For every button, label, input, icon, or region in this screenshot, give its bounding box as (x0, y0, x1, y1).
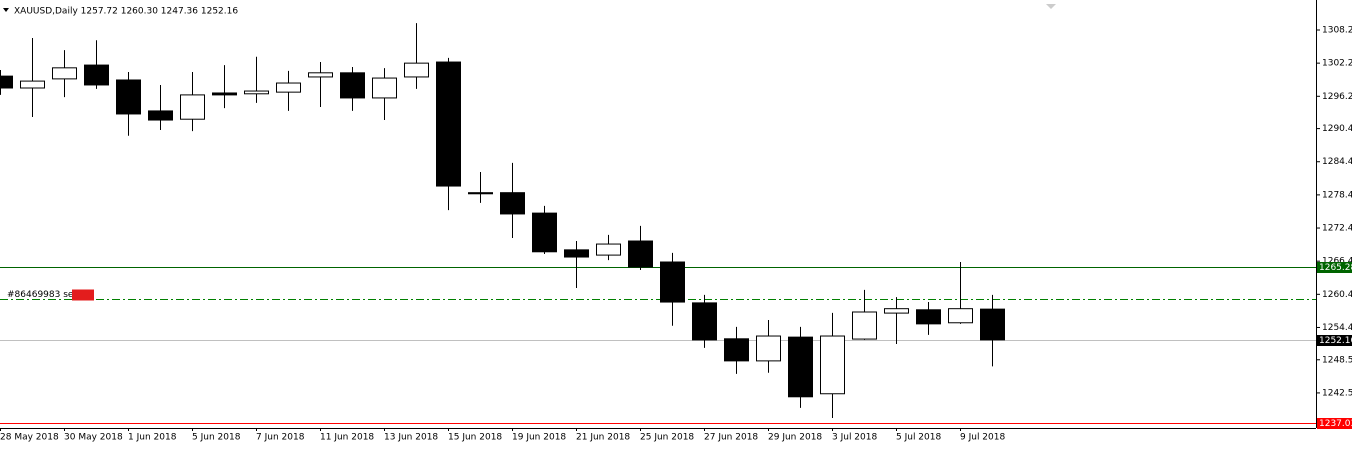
order-label: #86469983 sell (7, 290, 78, 300)
candle-body (116, 79, 141, 115)
x-tick-label: 15 Jun 2018 (448, 433, 502, 443)
y-tick-label: 1290.40 (1322, 124, 1352, 134)
candle-body (884, 308, 909, 314)
candle-body (340, 72, 365, 99)
candle-body (308, 72, 333, 78)
candle-body (500, 192, 525, 215)
level-price-box (1317, 418, 1352, 429)
x-tick-label: 5 Jun 2018 (192, 433, 241, 443)
order-marker (72, 289, 94, 301)
y-tick-label: 1272.40 (1322, 224, 1352, 234)
y-tick-label: 1254.40 (1322, 323, 1352, 333)
x-tick-label: 27 Jun 2018 (704, 433, 758, 443)
x-tick-label: 7 Jun 2018 (256, 433, 305, 443)
level-price-box (1317, 335, 1352, 346)
y-tick-label: 1296.25 (1322, 92, 1352, 102)
candle-body (916, 309, 941, 325)
candle-body (372, 77, 397, 99)
candle-body (436, 61, 461, 187)
candle-body (212, 92, 237, 96)
y-tick-label: 1284.40 (1322, 157, 1352, 167)
level-price-label: 1265.28 (1319, 263, 1352, 273)
candle-body (820, 335, 845, 395)
y-tick-label: 1302.25 (1322, 59, 1352, 69)
shift-marker (1046, 4, 1056, 9)
candle-body (148, 110, 173, 121)
y-tick-label: 1278.40 (1322, 190, 1352, 200)
y-tick-label: 1260.40 (1322, 290, 1352, 300)
x-tick-label: 29 Jun 2018 (768, 433, 822, 443)
candle-body (404, 62, 429, 78)
y-tick-label: 1242.55 (1322, 388, 1352, 398)
candle-body (532, 212, 557, 253)
candle-body (244, 90, 269, 95)
y-tick-label: 1266.40 (1322, 257, 1352, 267)
candle-body (724, 338, 749, 362)
candle-body (852, 311, 877, 340)
candle-body (180, 94, 205, 120)
candle-body (596, 243, 621, 256)
chart-title: XAUUSD,Daily 1257.72 1260.30 1247.36 125… (14, 7, 238, 17)
x-tick-label: 19 Jun 2018 (512, 433, 566, 443)
candle-body (788, 336, 813, 398)
candle-body (84, 64, 109, 86)
x-tick-label: 5 Jul 2018 (896, 433, 941, 443)
candle-body (0, 75, 13, 89)
candle-body (276, 82, 301, 93)
y-tick-label: 1308.25 (1322, 25, 1352, 35)
candle-body (692, 302, 717, 341)
candle-body (660, 261, 685, 303)
level-price-label: 1237.03 (1319, 419, 1352, 429)
x-tick-label: 1 Jun 2018 (128, 433, 177, 443)
candle-body (564, 249, 589, 258)
candle-body (980, 308, 1005, 341)
candle-body (628, 240, 653, 268)
x-tick-label: 13 Jun 2018 (384, 433, 438, 443)
x-tick-label: 28 May 2018 (0, 433, 59, 443)
menu-arrow (3, 8, 9, 12)
candle-body (756, 335, 781, 362)
x-tick-label: 30 May 2018 (64, 433, 123, 443)
x-tick-label: 25 Jun 2018 (640, 433, 694, 443)
x-tick-label: 3 Jul 2018 (832, 433, 877, 443)
candle-body (468, 192, 493, 195)
x-tick-label: 11 Jun 2018 (320, 433, 374, 443)
x-tick-label: 21 Jun 2018 (576, 433, 630, 443)
x-tick-label: 9 Jul 2018 (960, 433, 1005, 443)
candle-body (52, 67, 77, 80)
candle-body (20, 80, 45, 89)
level-price-label: 1252.16 (1319, 336, 1352, 346)
y-tick-label: 1248.55 (1322, 355, 1352, 365)
level-price-box (1317, 262, 1352, 273)
candle-body (948, 308, 973, 324)
